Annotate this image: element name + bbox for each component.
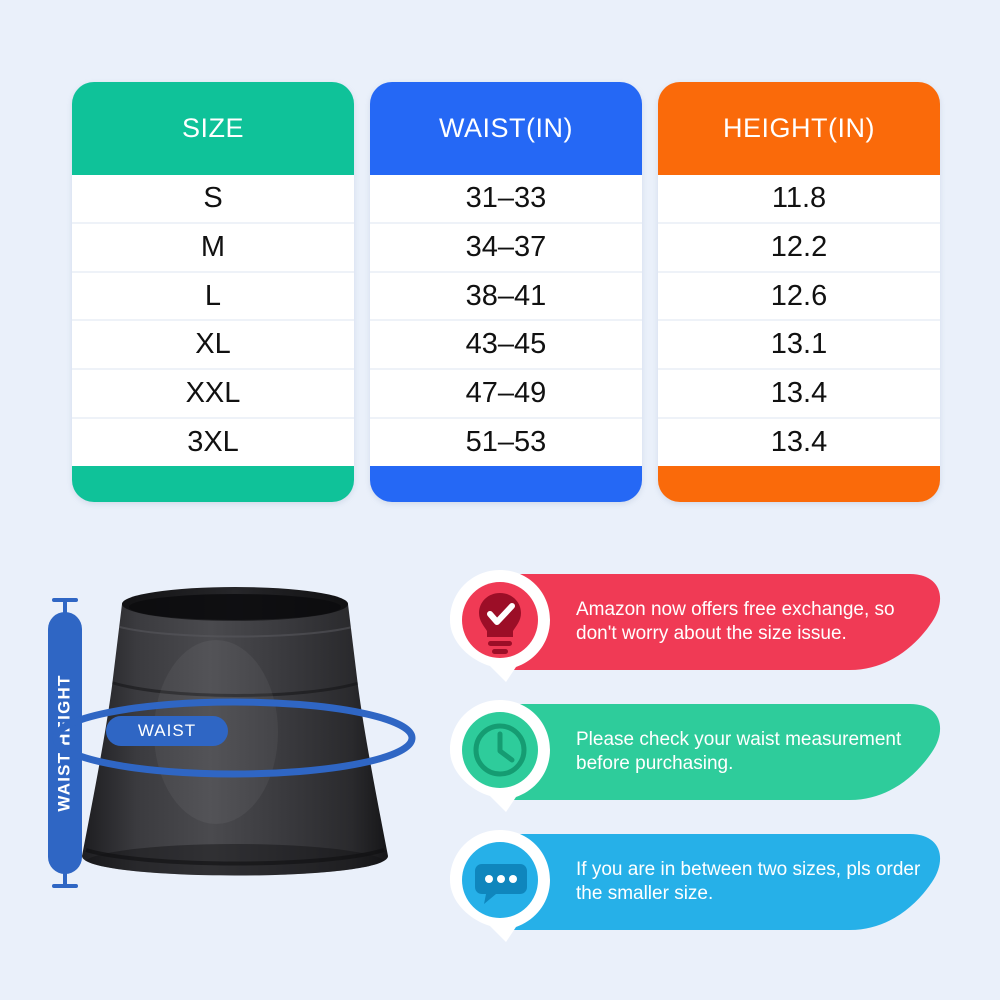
cell-size: M xyxy=(200,230,226,263)
table-row: 43–45 xyxy=(370,321,642,371)
clock-icon xyxy=(450,700,550,812)
waist-ring-ellipse xyxy=(52,698,416,778)
belt-body xyxy=(82,595,388,876)
waist-measure-ring xyxy=(52,698,416,778)
cell-height: 12.2 xyxy=(770,230,828,263)
cell-height: 11.8 xyxy=(771,181,827,214)
cell-size: 3XL xyxy=(187,426,239,459)
table-row: 12.2 xyxy=(658,224,940,273)
info-banner: If you are in between two sizes, pls ord… xyxy=(440,820,980,944)
banner-background xyxy=(510,574,941,670)
table-row: 34–37 xyxy=(370,224,642,273)
table-row: XL xyxy=(72,321,354,371)
banner-shape-fill xyxy=(510,834,941,930)
column-header-height: HEIGHT(IN) xyxy=(658,82,940,175)
table-row: L xyxy=(72,273,354,322)
info-banner-list: Amazon now offers free exchange, so don'… xyxy=(440,558,980,970)
table-row: 13.4 xyxy=(658,370,940,420)
table-column-height: HEIGHT(IN) 11.8 12.2 12.6 13.1 13.4 13.4 xyxy=(658,82,940,502)
cell-waist: 34–37 xyxy=(465,230,547,263)
cell-waist: 38–41 xyxy=(465,279,547,312)
cell-height: 12.6 xyxy=(770,279,828,312)
column-header-waist-label: WAIST(IN) xyxy=(439,113,573,143)
table-row: 11.8 xyxy=(658,175,940,224)
banner-shape-fill xyxy=(510,574,941,670)
column-body-height: 11.8 12.2 12.6 13.1 13.4 13.4 xyxy=(658,175,940,466)
belt-inner-opening xyxy=(129,594,341,620)
banner-background xyxy=(510,834,941,930)
table-row: 38–41 xyxy=(370,273,642,322)
column-header-height-label: HEIGHT(IN) xyxy=(723,113,875,143)
info-banner: Please check your waist measurement befo… xyxy=(440,690,980,814)
table-row: 3XL xyxy=(72,419,354,466)
cell-size: S xyxy=(203,181,223,214)
table-row: XXL xyxy=(72,370,354,420)
column-footer-size xyxy=(72,466,354,502)
info-banner: Amazon now offers free exchange, so don'… xyxy=(440,560,980,684)
column-header-size-label: SIZE xyxy=(181,113,244,143)
chat-bubble-icon xyxy=(450,830,550,942)
banner-badge xyxy=(444,696,556,814)
table-row: M xyxy=(72,224,354,273)
waist-label-pill: WAIST xyxy=(106,716,228,746)
cell-size: XXL xyxy=(185,377,241,410)
column-footer-height xyxy=(658,466,940,502)
lightbulb-check-icon xyxy=(450,570,550,682)
product-illustration: WAIST HEIGHT xyxy=(18,560,428,980)
banner-badge xyxy=(444,566,556,684)
size-chart-table: SIZE S M L XL XXL 3XL WAIST(IN) 31–33 34… xyxy=(72,82,940,502)
banner-shape-fill xyxy=(510,704,941,800)
banner-badge xyxy=(444,826,556,944)
table-row: 47–49 xyxy=(370,370,642,420)
column-body-waist: 31–33 34–37 38–41 43–45 47–49 51–53 xyxy=(370,175,642,466)
cell-waist: 43–45 xyxy=(465,328,547,361)
cell-height: 13.4 xyxy=(770,377,828,410)
column-body-size: S M L XL XXL 3XL xyxy=(72,175,354,466)
table-column-size: SIZE S M L XL XXL 3XL xyxy=(72,82,354,502)
table-row: 13.4 xyxy=(658,419,940,466)
column-header-size: SIZE xyxy=(72,82,354,175)
cell-waist: 51–53 xyxy=(465,426,547,459)
table-row: 51–53 xyxy=(370,419,642,466)
cell-size: L xyxy=(204,279,222,312)
cell-waist: 31–33 xyxy=(465,181,547,214)
table-column-waist: WAIST(IN) 31–33 34–37 38–41 43–45 47–49 … xyxy=(370,82,642,502)
table-row: 13.1 xyxy=(658,321,940,371)
banner-background xyxy=(510,704,941,800)
table-row: 12.6 xyxy=(658,273,940,322)
column-header-waist: WAIST(IN) xyxy=(370,82,642,175)
waist-label: WAIST xyxy=(137,721,197,740)
table-row: 31–33 xyxy=(370,175,642,224)
column-footer-waist xyxy=(370,466,642,502)
gauge-cap-top-icon xyxy=(52,598,78,602)
gauge-cap-bottom-icon xyxy=(52,884,78,888)
cell-waist: 47–49 xyxy=(465,377,547,410)
cell-height: 13.4 xyxy=(770,426,828,459)
table-row: S xyxy=(72,175,354,224)
cell-height: 13.1 xyxy=(770,328,828,361)
cell-size: XL xyxy=(195,328,231,361)
